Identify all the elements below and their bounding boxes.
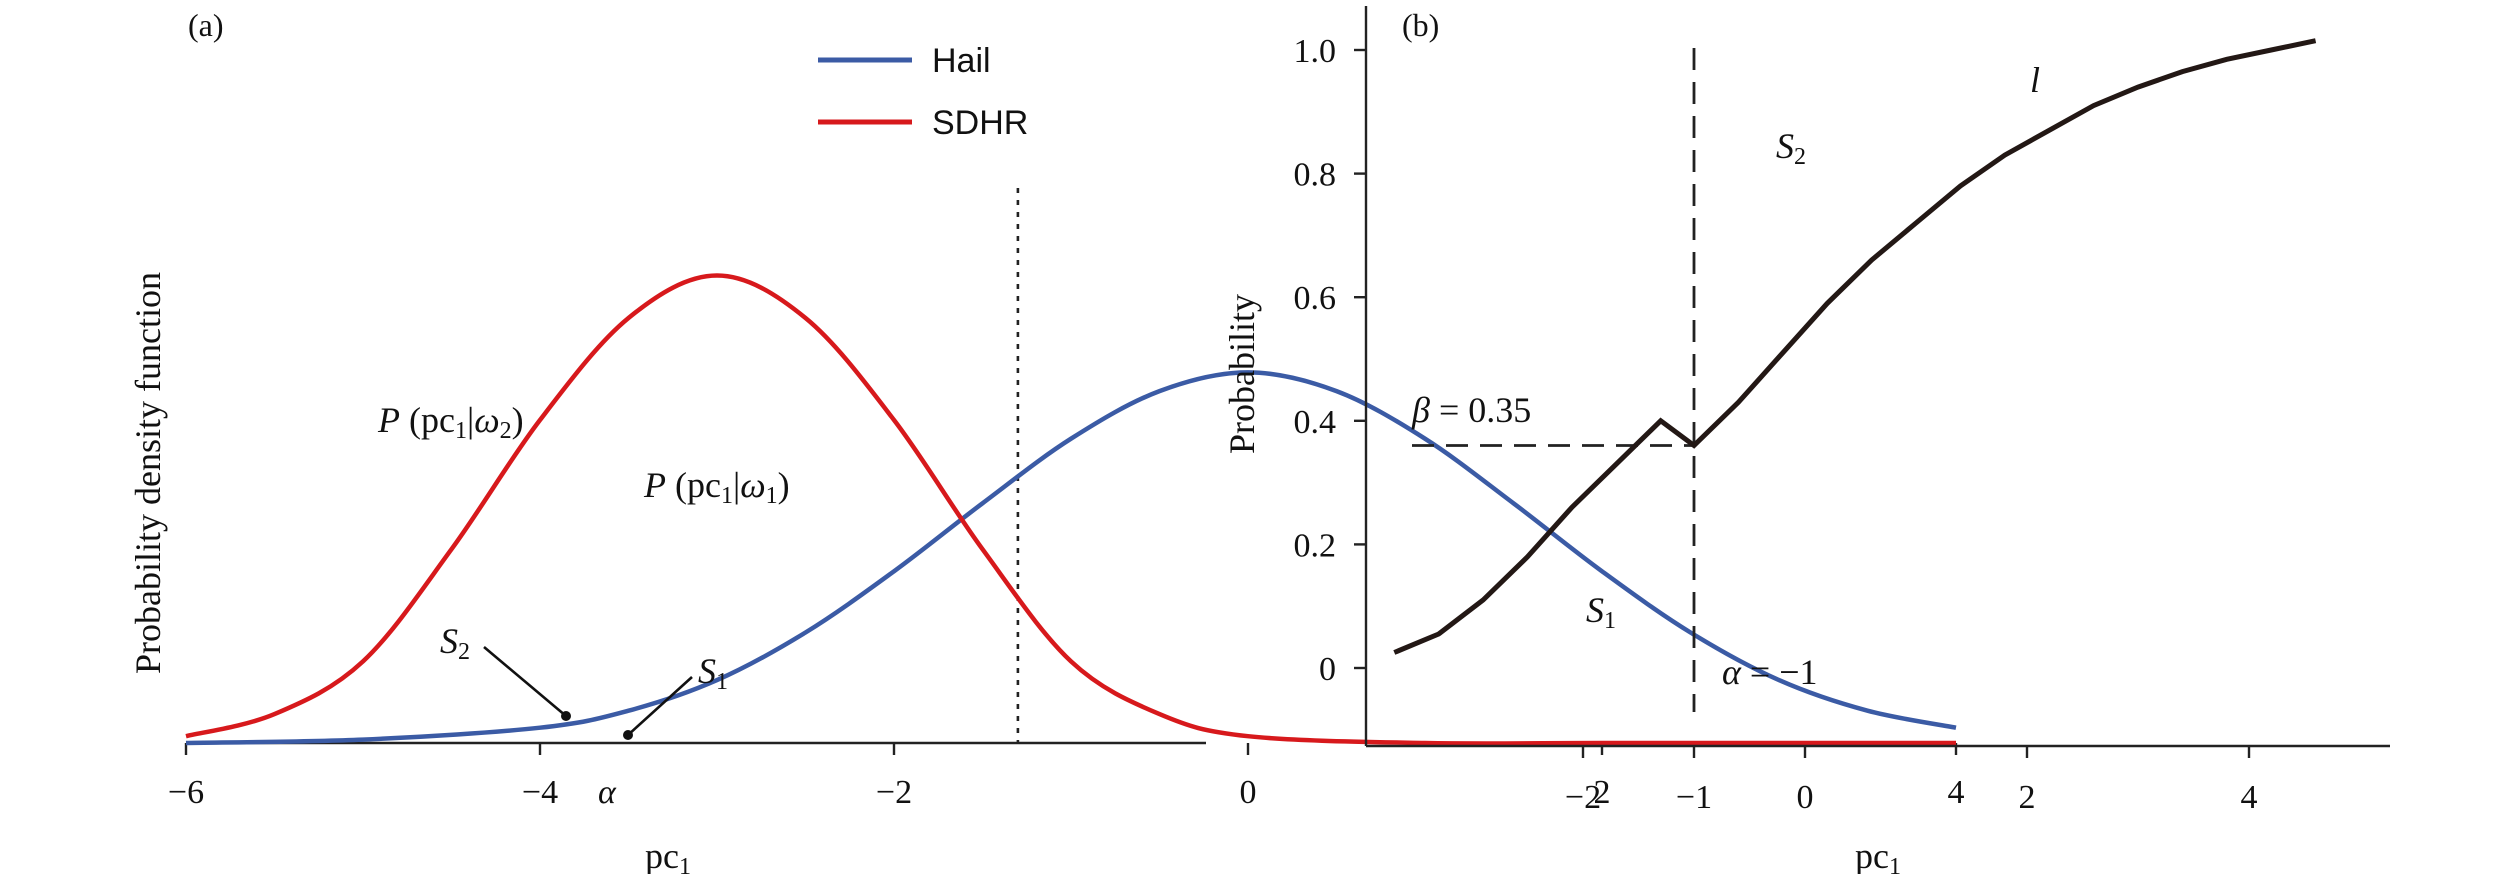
panel-a-x-tick-label: 4 — [1948, 774, 1965, 811]
panel-b-y-ticks: 0 0.2 0.4 0.6 0.8 1.0 — [1294, 33, 1366, 688]
annotation-s2-a: S2 — [440, 621, 470, 665]
panel-b-x-tick-label: 2 — [2019, 779, 2036, 816]
panel-b-y-tick-label: 0.8 — [1294, 157, 1337, 194]
panel-b-label: (b) — [1402, 7, 1439, 43]
panel-b: (b) −2 −1 0 2 4 0 0.2 0.4 0.6 0.8 1.0 Probability… — [1222, 6, 2390, 874]
pointer-s2-a — [483, 646, 567, 717]
pointer-s1-dot — [623, 730, 633, 740]
panel-b-x-tick-label: 0 — [1797, 779, 1814, 816]
annotation-p-omega2: P (pc1|ω2) — [377, 400, 524, 444]
panel-b-x-tick-label: 4 — [2241, 779, 2258, 816]
panel-a-alpha-tick-label: α — [598, 774, 617, 811]
panel-b-x-label: pc1 — [1855, 836, 1901, 874]
panel-a-x-tick-label: 0 — [1240, 774, 1257, 811]
hail-series-line — [185, 370, 1957, 746]
panel-a-x-tick-label: −2 — [876, 774, 912, 811]
panel-b-x-tick-label: −1 — [1676, 779, 1712, 816]
panel-a-y-label: Probability density function — [128, 272, 168, 674]
panel-a-x-tick-label: −6 — [168, 774, 204, 811]
panel-b-y-tick-label: 1.0 — [1294, 33, 1337, 70]
legend: Hail SDHR — [818, 42, 1028, 142]
panel-a-x-ticks: −6 −4 −2 0 2 4 — [168, 743, 1965, 811]
annotation-alpha: α = −1 — [1722, 652, 1818, 692]
panel-b-y-tick-label: 0.4 — [1294, 404, 1337, 441]
annotation-s1-b: S1 — [1586, 590, 1616, 634]
annotation-p-omega1: P (pc1|ω1) — [643, 465, 790, 509]
panel-a-x-tick-label: −4 — [522, 774, 558, 811]
logistic-curve-l — [1393, 38, 2317, 655]
panel-b-y-tick-label: 0 — [1319, 651, 1336, 688]
panel-a-x-label: pc1 — [645, 836, 691, 874]
panel-a: (a) −6 −4 −2 0 2 4 α Probability density func… — [128, 7, 1965, 874]
panel-a-label: (a) — [188, 7, 224, 43]
annotation-beta: β = 0.35 — [1411, 390, 1531, 430]
pointer-s2-dot — [561, 711, 571, 721]
sdhr-series-line — [185, 273, 1956, 746]
panel-b-x-ticks: −2 −1 0 2 4 — [1565, 746, 2258, 816]
legend-hail-label: Hail — [932, 42, 991, 80]
panel-a-x-tick-label: 2 — [1594, 774, 1611, 811]
panel-b-y-tick-label: 0.6 — [1294, 280, 1337, 317]
panel-b-x-tick-label: −2 — [1565, 779, 1601, 816]
annotation-s2-b: S2 — [1776, 126, 1806, 170]
annotation-s1-a: S1 — [698, 651, 728, 695]
curve-label-l: l — [2030, 60, 2040, 100]
legend-sdhr-label: SDHR — [932, 104, 1028, 142]
pointer-s1-a — [627, 676, 693, 736]
panel-b-y-tick-label: 0.2 — [1294, 527, 1337, 564]
panel-b-y-label: Probability — [1222, 294, 1262, 454]
